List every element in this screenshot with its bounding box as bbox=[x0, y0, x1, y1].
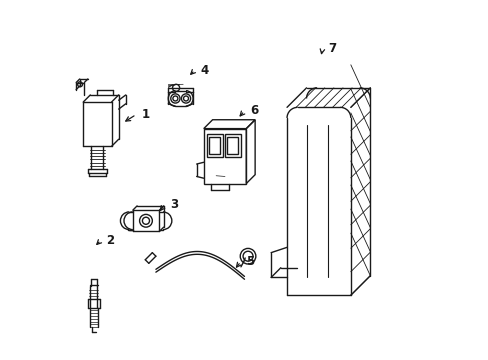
Text: 2: 2 bbox=[106, 234, 114, 247]
Bar bbox=[224, 134, 241, 157]
Bar bbox=[209, 137, 219, 154]
Text: 1: 1 bbox=[142, 108, 149, 121]
Bar bbox=[227, 137, 238, 154]
Text: 7: 7 bbox=[327, 42, 335, 55]
Text: 3: 3 bbox=[170, 198, 178, 211]
Text: 5: 5 bbox=[246, 255, 254, 268]
Bar bbox=[203, 129, 246, 184]
Text: 6: 6 bbox=[249, 104, 258, 117]
Bar bbox=[206, 134, 222, 157]
Text: 4: 4 bbox=[200, 64, 208, 77]
